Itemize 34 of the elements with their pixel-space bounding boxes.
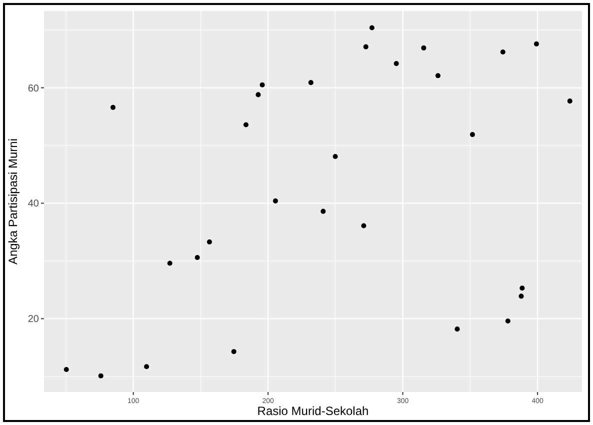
point	[144, 364, 150, 370]
point	[435, 73, 440, 78]
point	[361, 223, 366, 228]
y-axis-title: Angka Partisipasi Murni	[6, 138, 20, 265]
point	[308, 80, 314, 86]
point	[500, 49, 506, 55]
point	[421, 45, 426, 50]
point	[167, 260, 172, 266]
point	[470, 132, 475, 138]
point	[567, 98, 572, 104]
point	[256, 92, 261, 98]
point	[206, 239, 212, 244]
point	[98, 373, 104, 378]
point	[520, 286, 525, 291]
point	[518, 294, 524, 299]
x-axis-title: Rasio Murid-Sekolah	[257, 404, 369, 418]
point	[110, 104, 116, 110]
point	[394, 61, 399, 66]
point	[272, 198, 278, 204]
y-tick-label: 20	[28, 314, 40, 326]
point	[534, 41, 539, 46]
point	[363, 44, 368, 50]
point	[260, 82, 265, 88]
point	[369, 25, 374, 30]
point	[243, 122, 248, 128]
point	[505, 318, 510, 324]
y-tick-label: 40	[28, 198, 40, 210]
point	[454, 326, 460, 332]
point	[64, 366, 69, 372]
point	[231, 349, 236, 354]
point	[332, 154, 338, 159]
y-tick-label: 60	[28, 83, 40, 94]
point	[320, 208, 326, 214]
point	[194, 254, 200, 260]
